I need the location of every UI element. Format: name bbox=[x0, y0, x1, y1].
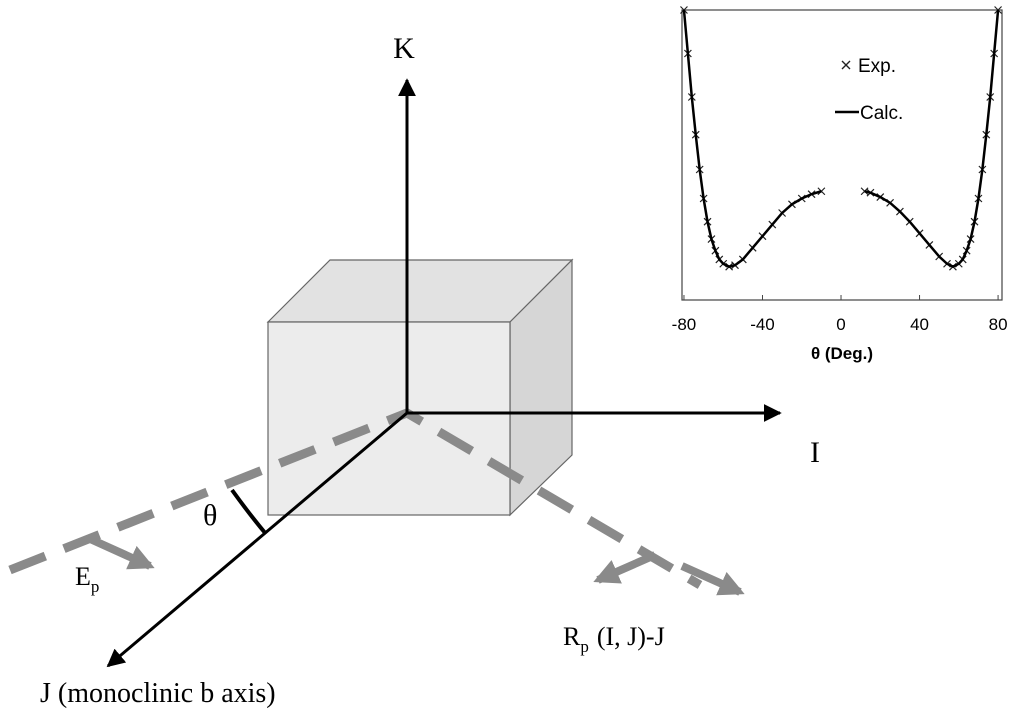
x-axis-label: θ (Deg.) bbox=[811, 344, 873, 363]
legend-marker bbox=[841, 60, 851, 70]
incident-main: E bbox=[75, 562, 91, 591]
x-tick-label: 80 bbox=[989, 315, 1008, 334]
x-tick-label: 0 bbox=[836, 315, 845, 334]
reflected-arrow bbox=[680, 562, 745, 596]
x-tick-label: -80 bbox=[672, 315, 697, 334]
inset-frame bbox=[681, 9, 1003, 301]
j-label: J (monoclinic b axis) bbox=[40, 678, 276, 709]
k-label: K bbox=[393, 32, 415, 65]
exp-point bbox=[680, 6, 688, 14]
legend-label: Exp. bbox=[858, 56, 896, 77]
reflected-arrow bbox=[593, 551, 657, 584]
calc-line bbox=[682, 9, 1000, 269]
incident-sub: p bbox=[91, 577, 100, 596]
reflected-main: R bbox=[563, 622, 581, 651]
incident-arrow bbox=[86, 534, 155, 570]
i-label: I bbox=[810, 436, 820, 469]
reflected-label: Rp (I, J)-J bbox=[563, 622, 665, 656]
j-axis bbox=[106, 411, 408, 668]
legend-label: Calc. bbox=[860, 103, 903, 124]
reflected-rest: (I, J)-J bbox=[597, 622, 665, 651]
x-tick-label: -40 bbox=[750, 315, 775, 334]
incident-label: Ep bbox=[75, 562, 99, 596]
angle-arc bbox=[230, 488, 268, 536]
reflected-sub: p bbox=[580, 637, 589, 656]
x-tick-label: 40 bbox=[910, 315, 929, 334]
theta-label: θ bbox=[203, 499, 217, 532]
